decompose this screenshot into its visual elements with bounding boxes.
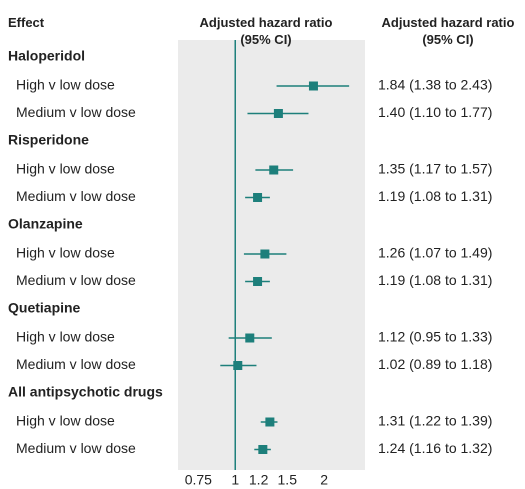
value-label: 1.24 (1.16 to 1.32)	[378, 440, 492, 456]
value-label: 1.35 (1.17 to 1.57)	[378, 161, 492, 177]
row-label: High v low dose	[16, 245, 115, 261]
value-label: 1.19 (1.08 to 1.31)	[378, 188, 492, 204]
value-label: 1.40 (1.10 to 1.77)	[378, 104, 492, 120]
value-label: 1.26 (1.07 to 1.49)	[378, 245, 492, 261]
values-header: Adjusted hazard ratio (95% CI)	[381, 15, 515, 47]
plot-panel	[178, 40, 365, 470]
point-estimate	[258, 445, 268, 454]
value-label: 1.02 (0.89 to 1.18)	[378, 356, 492, 372]
row-label: Medium v low dose	[16, 188, 136, 204]
x-tick-label: 0.75	[185, 472, 212, 488]
group-label: Quetiapine	[8, 300, 81, 316]
row-label: High v low dose	[16, 413, 115, 429]
row-label: High v low dose	[16, 77, 115, 93]
value-label: 1.31 (1.22 to 1.39)	[378, 413, 492, 429]
plot-header: Adjusted hazard ratio (95% CI)	[199, 15, 333, 47]
point-estimate	[233, 361, 243, 370]
point-estimate	[308, 81, 318, 91]
point-estimate	[253, 277, 263, 286]
effect-header: Effect	[8, 15, 45, 30]
group-label: Risperidone	[8, 132, 89, 148]
value-label: 1.12 (0.95 to 1.33)	[378, 329, 492, 345]
value-label: 1.19 (1.08 to 1.31)	[378, 272, 492, 288]
row-label: High v low dose	[16, 161, 115, 177]
x-tick-label: 1	[231, 472, 239, 488]
point-estimate	[253, 193, 263, 202]
row-label: Medium v low dose	[16, 356, 136, 372]
point-estimate	[245, 333, 255, 343]
x-tick-label: 1.5	[278, 472, 298, 488]
x-tick-label: 1.2	[249, 472, 269, 488]
row-label: Medium v low dose	[16, 440, 136, 456]
group-label: Haloperidol	[8, 48, 85, 64]
point-estimate	[269, 165, 279, 175]
point-estimate	[260, 249, 270, 259]
group-label: All antipsychotic drugs	[8, 384, 163, 400]
point-estimate	[265, 417, 275, 427]
value-label: 1.84 (1.38 to 2.43)	[378, 77, 492, 93]
row-label: Medium v low dose	[16, 272, 136, 288]
x-tick-label: 2	[320, 472, 328, 488]
group-label: Olanzapine	[8, 216, 83, 232]
row-label: High v low dose	[16, 329, 115, 345]
row-label: Medium v low dose	[16, 104, 136, 120]
point-estimate	[273, 109, 283, 118]
